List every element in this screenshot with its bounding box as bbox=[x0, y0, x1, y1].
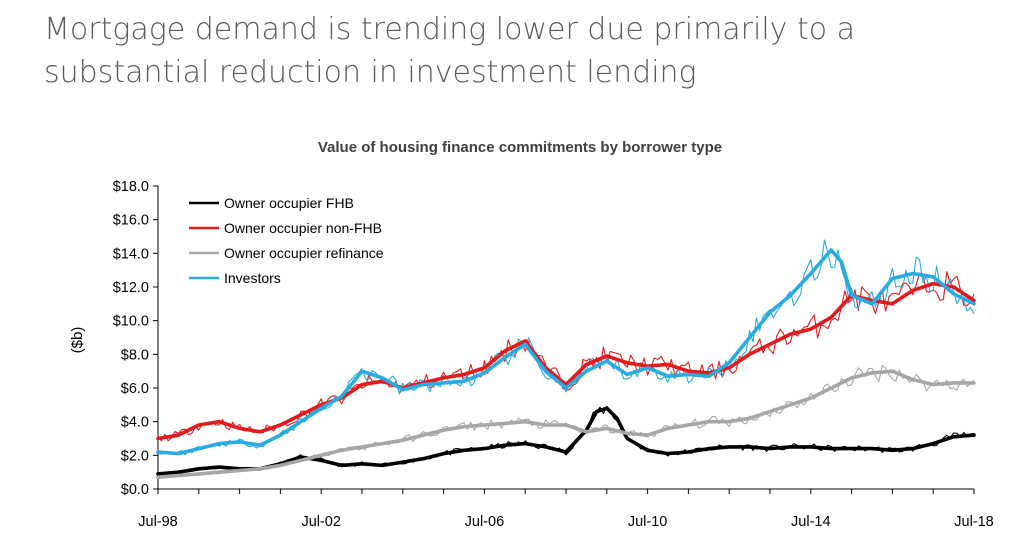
series-trend-owner-occupier-refinance bbox=[156, 369, 976, 480]
headline: Mortgage demand is trending lower due pr… bbox=[44, 8, 1004, 94]
headline-line-1: Mortgage demand is trending lower due pr… bbox=[44, 12, 856, 47]
legend-label: Owner occupier FHB bbox=[224, 195, 354, 211]
y-tick-label: $14.0 bbox=[113, 246, 149, 262]
x-tick-label: Jul-06 bbox=[465, 514, 505, 530]
series-trend-investors bbox=[156, 248, 976, 456]
y-tick-label: $6.0 bbox=[121, 381, 149, 397]
y-tick-label: $8.0 bbox=[121, 347, 149, 363]
y-tick-label: $16.0 bbox=[113, 213, 149, 229]
y-tick-label: $18.0 bbox=[113, 179, 149, 195]
legend-label: Owner occupier non-FHB bbox=[224, 220, 382, 236]
y-axis-title: ($b) bbox=[69, 327, 86, 354]
series-raw-investors bbox=[157, 239, 975, 456]
y-tick-label: $4.0 bbox=[121, 415, 149, 431]
legend-label: Owner occupier refinance bbox=[224, 245, 384, 261]
y-tick-label: $2.0 bbox=[121, 448, 149, 464]
axes: $0.0 $2.0 $4.0 $6.0 $8.0 $10.0 $12.0 $14.0 $16.0… bbox=[113, 179, 994, 530]
y-tick-label: $12.0 bbox=[113, 280, 149, 296]
series-trend-owner-occupier-non-fhb bbox=[156, 281, 976, 441]
legend-label: Investors bbox=[224, 270, 281, 286]
chart-title: Value of housing finance commitments by … bbox=[318, 139, 722, 156]
legend: Owner occupier FHB Owner occupier non-FHB… bbox=[189, 195, 384, 286]
y-tick-label: $0.0 bbox=[121, 482, 149, 498]
x-tick-label: Jul-98 bbox=[138, 514, 178, 530]
x-tick-label: Jul-18 bbox=[954, 514, 994, 530]
x-tick-label: Jul-10 bbox=[628, 514, 668, 530]
trend-series-lines bbox=[156, 248, 976, 480]
x-tick-label: Jul-02 bbox=[301, 514, 341, 530]
y-tick-label: $10.0 bbox=[113, 314, 149, 330]
headline-line-2: substantial reduction in investment lend… bbox=[44, 55, 697, 90]
x-tick-label: Jul-14 bbox=[791, 514, 831, 530]
